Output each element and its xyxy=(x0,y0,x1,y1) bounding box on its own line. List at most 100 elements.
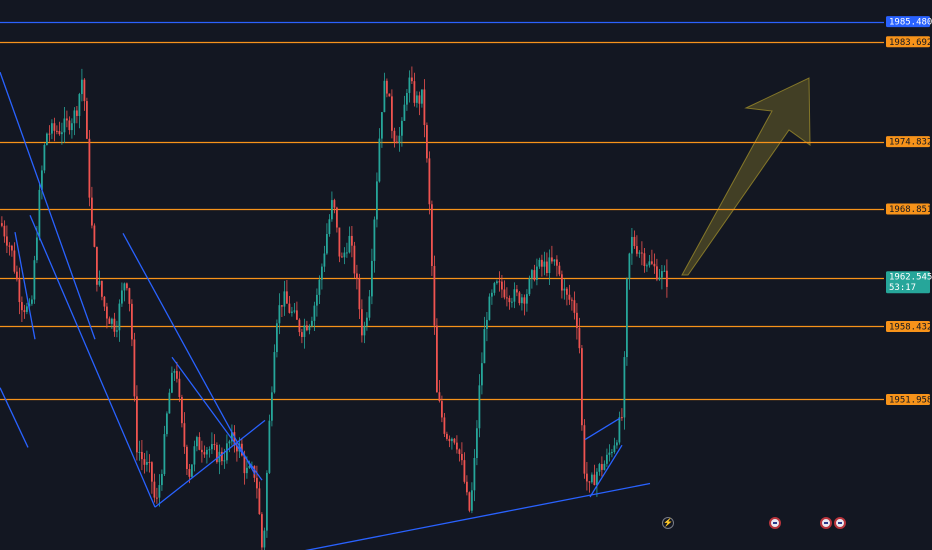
candle-body xyxy=(123,283,126,291)
lightning-icon[interactable]: ⚡ xyxy=(662,517,674,529)
candle-body xyxy=(86,101,88,139)
candle-body xyxy=(486,319,488,330)
candle-body xyxy=(21,302,23,311)
candle-body xyxy=(68,120,71,131)
candle-body xyxy=(321,266,323,280)
candle-body xyxy=(131,303,133,340)
candle-body xyxy=(381,112,383,139)
candle-body xyxy=(371,260,373,297)
candle-body xyxy=(591,474,593,483)
candle-body xyxy=(491,292,493,297)
candle-body xyxy=(431,204,433,267)
candle-body xyxy=(483,329,486,364)
candle-body xyxy=(256,477,258,489)
candle-body xyxy=(336,207,338,228)
candle-body xyxy=(533,270,536,280)
candle-body xyxy=(596,471,598,486)
candle-body xyxy=(433,266,436,326)
level-price-label: 1958.432 xyxy=(889,322,932,332)
candle-body xyxy=(488,296,491,320)
candle-body xyxy=(368,296,371,318)
candle-body xyxy=(653,263,656,267)
candle-body xyxy=(128,288,131,304)
candle-body xyxy=(283,291,286,307)
candle-body xyxy=(168,392,171,414)
candle-body xyxy=(98,280,101,285)
candle-body xyxy=(201,449,203,453)
candle-body xyxy=(343,252,346,258)
candle-body xyxy=(33,260,36,300)
us-flag-icon[interactable] xyxy=(820,517,832,529)
candle-body xyxy=(248,466,251,468)
candle-body xyxy=(293,310,296,312)
candle-body xyxy=(618,417,621,443)
level-price-label-bg xyxy=(886,16,930,28)
candle-body xyxy=(26,306,28,312)
target-arrow-shape xyxy=(681,77,811,276)
candle-body xyxy=(221,451,223,462)
candle-body xyxy=(11,245,13,251)
candle-body xyxy=(626,278,628,358)
candle-body xyxy=(511,301,513,303)
candle-body xyxy=(508,298,511,303)
trendline xyxy=(584,417,621,441)
candle-body xyxy=(631,236,633,254)
us-flag-icon[interactable] xyxy=(834,517,846,529)
candle-body xyxy=(243,455,246,474)
candle-body xyxy=(603,463,606,470)
candle-body xyxy=(93,225,96,247)
candle-body xyxy=(373,219,376,261)
candle-body xyxy=(571,299,573,301)
candle-body xyxy=(576,312,578,329)
candle-body xyxy=(556,259,558,266)
candle-body xyxy=(438,392,441,402)
candle-body xyxy=(403,104,406,121)
candle-body xyxy=(1,223,3,226)
candle-body xyxy=(461,454,463,461)
level-price-label: 1974.832 xyxy=(889,138,932,148)
candle-body xyxy=(43,144,46,171)
candle-body xyxy=(268,420,271,473)
candle-body xyxy=(186,446,188,470)
trendline xyxy=(0,387,29,448)
candle-body xyxy=(211,444,213,450)
candle-body xyxy=(346,252,348,254)
candle-body xyxy=(448,438,451,442)
candle-body xyxy=(103,296,106,307)
candle-body xyxy=(198,437,201,450)
candle-body xyxy=(658,277,661,280)
candle-body xyxy=(411,77,413,82)
candle-body xyxy=(501,281,503,290)
candle-body xyxy=(363,326,366,336)
candle-body xyxy=(28,303,31,307)
us-flag-icon[interactable] xyxy=(769,517,781,529)
candle-body xyxy=(323,253,326,267)
candle-body xyxy=(473,458,476,491)
candle-body xyxy=(233,432,236,446)
candle-body xyxy=(23,310,26,312)
trendline xyxy=(304,482,651,550)
candle-body xyxy=(453,438,456,443)
level-price-label-bg xyxy=(886,203,930,215)
candle-body xyxy=(286,291,288,304)
candle-body xyxy=(341,256,343,258)
candle-body xyxy=(178,378,181,398)
candle-body xyxy=(383,80,386,113)
candle-body xyxy=(226,443,228,461)
candle-body xyxy=(531,270,533,279)
candle-body xyxy=(366,317,368,327)
candle-body xyxy=(148,461,151,463)
candle-body xyxy=(598,464,601,472)
candle-body xyxy=(236,445,238,452)
candle-body xyxy=(518,292,521,304)
candle-body xyxy=(666,270,668,287)
level-price-label-bg xyxy=(886,136,930,148)
candle-body xyxy=(396,141,398,144)
candle-body xyxy=(536,266,538,280)
candle-body xyxy=(568,294,571,300)
candle-body xyxy=(153,481,156,498)
candle-body xyxy=(53,123,56,131)
candle-body xyxy=(581,348,583,426)
